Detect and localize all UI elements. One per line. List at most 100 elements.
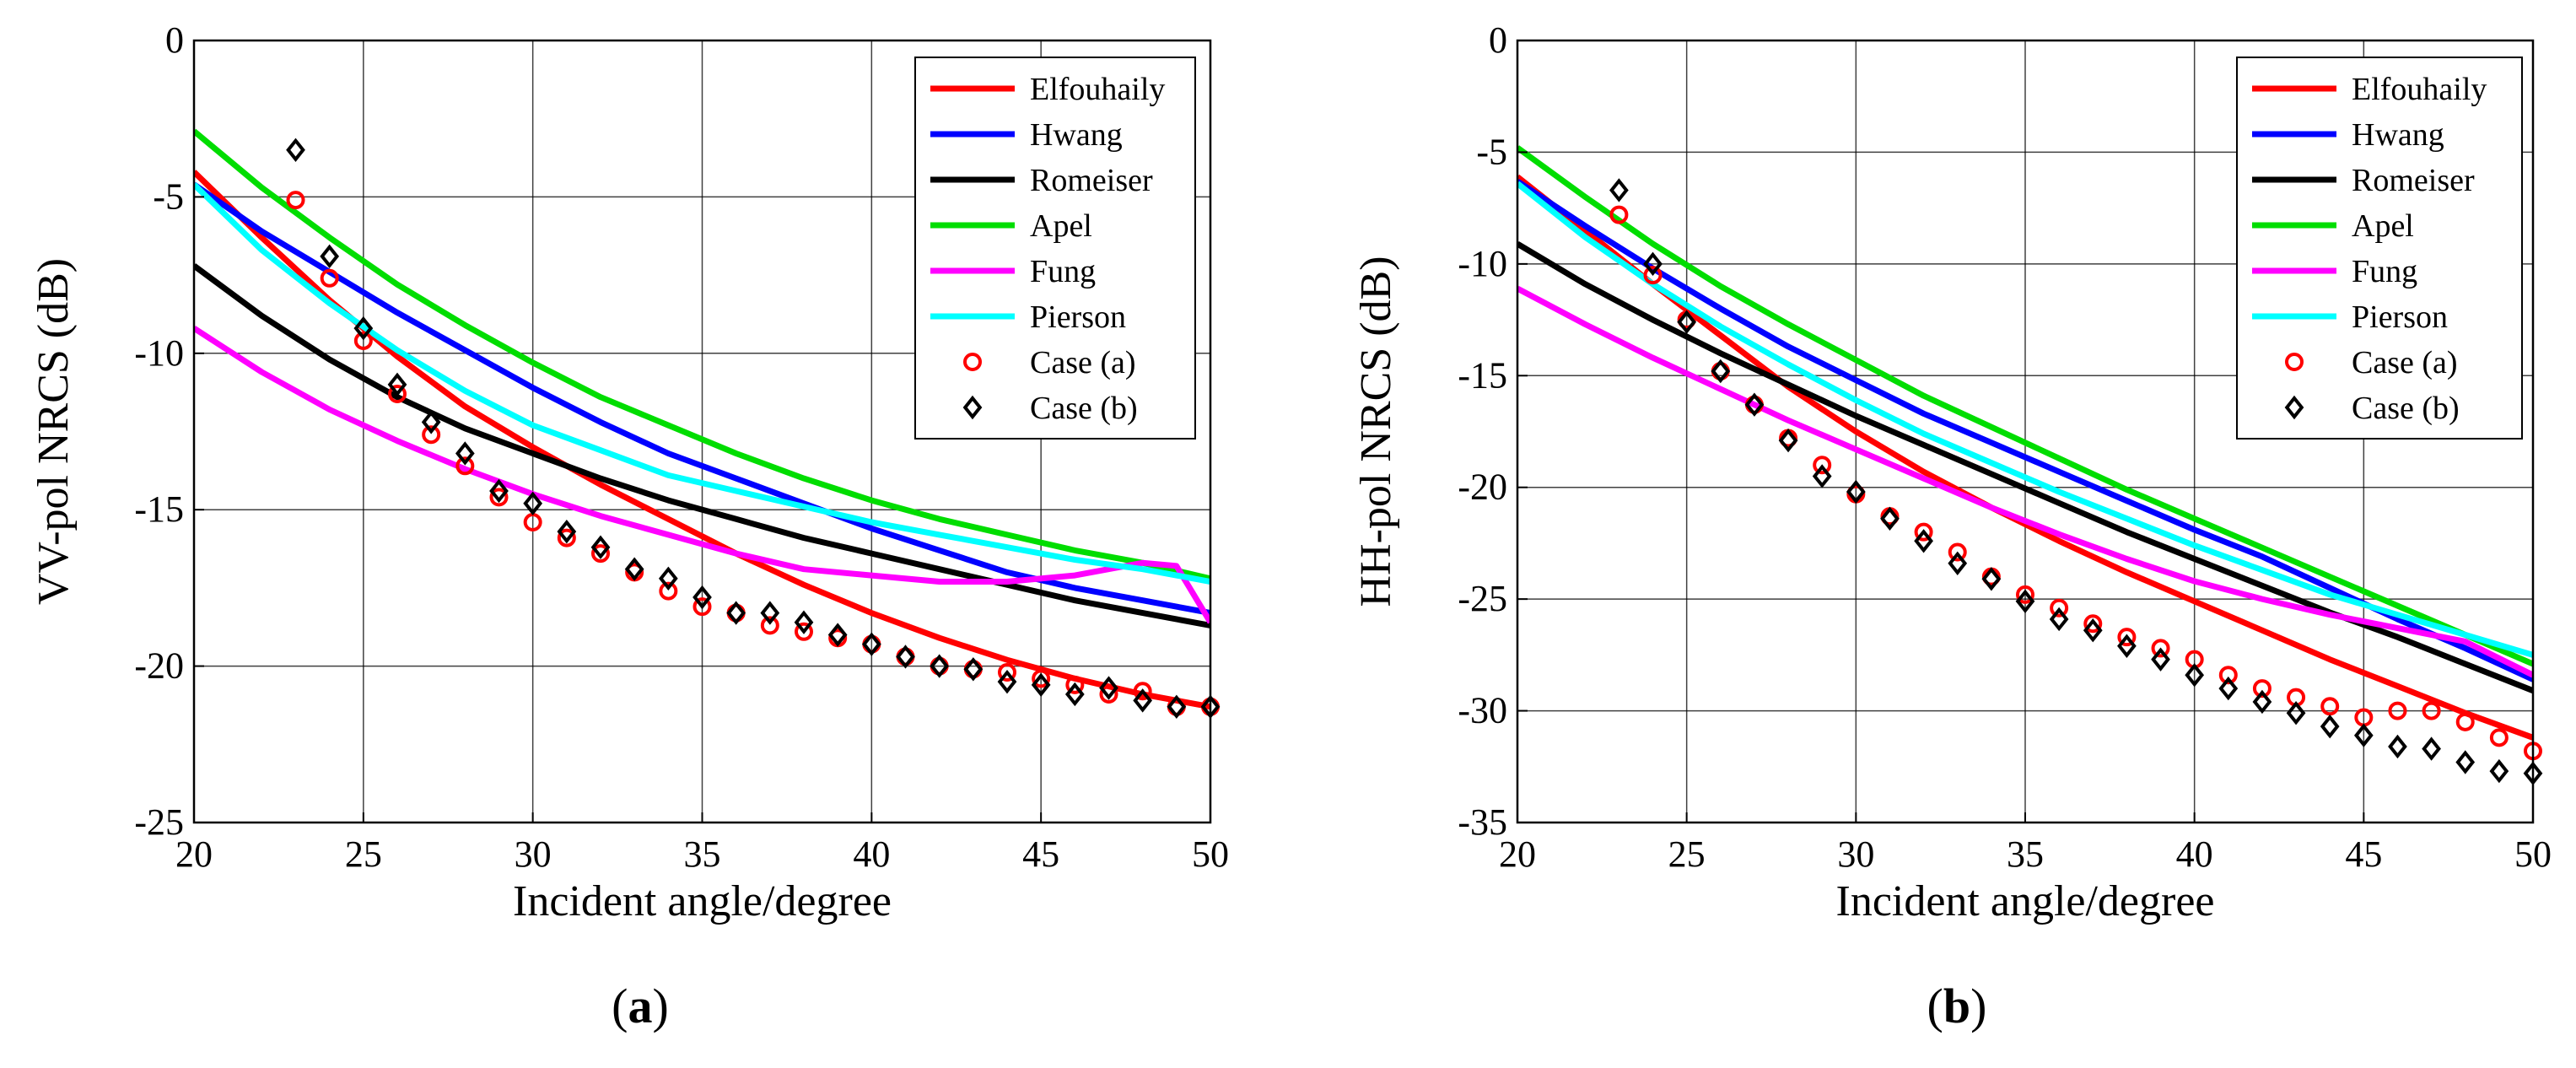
series-line-pierson [194,182,1210,585]
data-point-case-b [590,535,611,559]
legend-label-hwang: Hwang [2352,117,2444,153]
x-tick-label: 25 [345,833,382,875]
data-point-case-a [2422,701,2441,720]
data-point-case-b [2252,689,2272,715]
series-line-fung [1517,285,2533,678]
legend-label-case-a: Case (a) [1030,345,1136,380]
x-tick-label: 20 [1499,833,1536,875]
legend-box [914,57,1196,440]
x-tick-label: 35 [684,833,721,875]
data-point-case-b [2489,758,2509,784]
data-point-case-b [1880,506,1900,531]
panel-b-chart: 20 25 30 35 40 45 50 0 -5 -10 -15 -20 -25 -30 -35 Incid… [1352,19,2552,1033]
legend-label-romeiser: Romeiser [1030,163,1153,198]
data-point-case-b [2455,750,2476,774]
x-tick-label: 35 [2007,833,2044,875]
data-point-case-b [2117,634,2137,658]
x-axis-label: Incident angle/degree [513,877,892,925]
x-axis-label: Incident angle/degree [1836,877,2215,925]
x-tick-label: 20 [175,833,213,875]
data-point-case-b [320,244,340,269]
panel-caption: (b) [1927,979,1987,1033]
data-point-case-a [557,528,576,547]
data-point-case-b [1643,251,1663,277]
y-tick-label: -10 [134,332,184,374]
data-point-case-b [760,601,780,625]
data-point-case-a [388,385,407,404]
data-point-case-a [1948,542,1967,562]
data-point-case-a [455,456,475,476]
data-point-case-a [1065,675,1085,694]
data-point-case-a [591,544,610,564]
data-point-case-a [2252,679,2272,699]
series-line-romeiser [194,263,1210,628]
data-point-case-a [1813,456,1832,475]
data-point-case-b [1167,694,1187,720]
data-point-case-b [2422,736,2441,761]
legend-label-case-a: Case (a) [2352,345,2458,380]
data-point-case-b [1711,359,1731,384]
legend-label-hwang: Hwang [1030,117,1123,153]
data-point-case-a [1914,522,1933,542]
data-point-case-a [2455,712,2475,731]
legend-label-pierson: Pierson [2352,299,2448,335]
data-point-case-b [1948,551,1968,575]
panel-caption-open-paren: ( [612,979,628,1033]
legend-swatch-case-a [963,353,982,371]
x-tick-label: 30 [1837,833,1874,875]
y-axis-label: VV-pol NRCS (dB) [30,258,78,605]
data-point-case-b [1744,392,1765,417]
data-point-case-b [693,585,712,610]
data-point-case-a [2218,666,2238,685]
legend-label-pierson: Pierson [1030,299,1126,335]
data-point-case-b [2388,734,2407,759]
data-point-case-a [760,616,779,635]
data-point-case-b [794,610,814,634]
data-point-case-b [2083,618,2103,643]
data-point-case-b [1609,178,1629,202]
data-point-case-b [2286,701,2306,725]
data-point-case-a [2489,728,2509,747]
data-point-case-a [489,488,509,507]
panel-caption-close-paren: ) [1970,979,1986,1033]
data-point-case-b [658,566,678,591]
legend-label-romeiser: Romeiser [2352,163,2475,198]
data-point-case-b [930,654,950,678]
data-point-case-a [998,663,1016,682]
data-point-case-a [2388,701,2407,720]
legend-label-fung: Fung [1030,254,1096,289]
data-point-case-a [422,425,441,445]
data-point-case-b [421,410,441,434]
legend-swatch-case-b [962,395,983,420]
data-point-case-b [557,519,577,544]
data-point-case-a [2083,614,2103,634]
y-tick-label: -25 [134,801,184,843]
y-tick-label: 0 [165,19,184,61]
legend-box [2236,57,2523,440]
y-tick-label: -15 [134,488,184,530]
data-point-case-b [2353,723,2374,747]
legend-swatch-case-a [2285,353,2304,371]
data-point-case-b [1778,428,1798,453]
data-point-case-b [1031,672,1051,698]
panel-caption-open-paren: ( [1927,979,1943,1033]
data-point-case-a [1133,682,1152,701]
y-tick-label: -30 [1458,690,1507,731]
data-point-case-b [1133,688,1153,713]
series-line-romeiser [1517,240,2533,693]
data-point-case-a [286,191,305,210]
data-point-case-a [1609,205,1629,224]
data-point-case-b [387,372,407,397]
series-line-pierson [1517,181,2533,658]
data-point-case-b [2185,662,2205,688]
data-point-case-b [2015,589,2035,613]
data-point-case-b [1812,464,1832,488]
x-tick-label: 40 [2176,833,2213,875]
data-point-case-b [827,623,848,647]
y-tick-label: -20 [1458,467,1507,508]
data-point-case-b [286,138,305,162]
data-point-case-a [2151,639,2170,658]
y-tick-label: -15 [1458,354,1507,396]
